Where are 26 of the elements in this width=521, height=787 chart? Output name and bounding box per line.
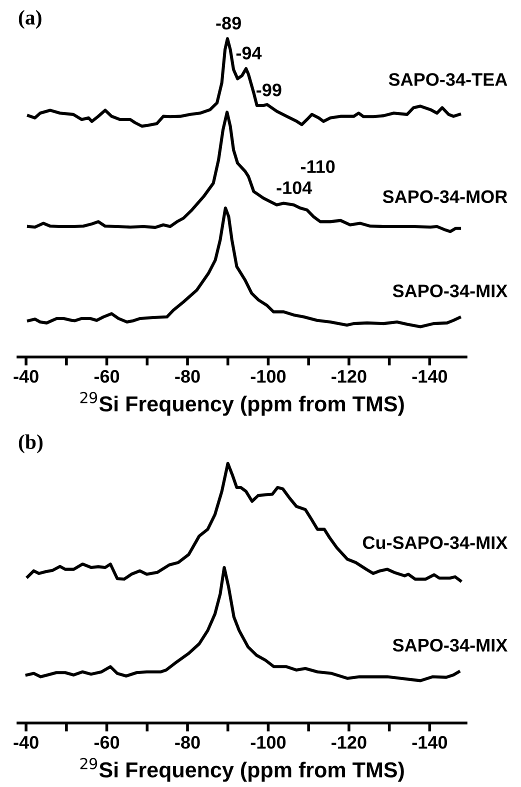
annotation: -89 — [216, 16, 241, 30]
series-label: SAPO-34-TEA — [388, 73, 508, 86]
annotation: -94 — [236, 46, 262, 60]
x-tick-label: -80 — [175, 370, 200, 383]
x-tick-label: -100 — [250, 736, 286, 749]
annotation: -99 — [256, 84, 282, 96]
x-tick-label: -140 — [412, 736, 448, 749]
x-tick-label: -80 — [175, 736, 200, 749]
series-label: SAPO-34-MOR — [382, 190, 508, 204]
x-tick-label: -100 — [250, 370, 286, 383]
x-tick-label: -60 — [94, 370, 120, 383]
x-axis-title: $^{29}$Si Frequency (ppm from TMS) — [80, 392, 404, 416]
x-tick-label: -40 — [14, 736, 38, 749]
chart-title: (a) — [18, 10, 42, 29]
x-tick-label: -120 — [332, 736, 366, 749]
chart-title: (b) — [18, 434, 43, 454]
annotation: -104 — [276, 181, 312, 194]
x-tick-label: -40 — [14, 370, 38, 383]
x-tick-label: -140 — [412, 370, 448, 383]
x-tick-label: -60 — [94, 736, 120, 749]
x-axis-title: $^{29}$Si Frequency (ppm from TMS) — [80, 758, 404, 782]
series-label: SAPO-34-MIX — [392, 284, 508, 298]
annotation: -110 — [300, 160, 335, 174]
series-label: SAPO-34-MIX — [392, 638, 508, 652]
x-tick-label: -120 — [332, 370, 366, 383]
series-label: Cu-SAPO-34-MIX — [362, 536, 508, 550]
